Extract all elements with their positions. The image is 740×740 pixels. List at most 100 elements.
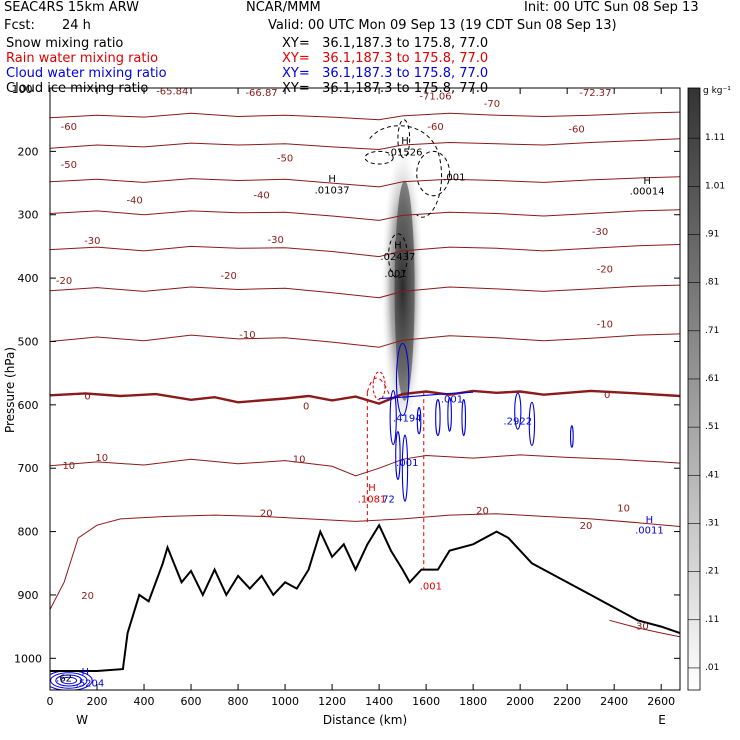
- field-annotation: .1081: [358, 495, 387, 506]
- cloud-water-contour: [447, 396, 452, 432]
- field-annotation: .001: [396, 458, 418, 469]
- contour-label: -10: [239, 330, 255, 341]
- y-tick-label: 900: [18, 589, 39, 602]
- y-tick-label: 600: [18, 399, 39, 412]
- contour-label: -50: [61, 160, 77, 171]
- contour-label: -20: [597, 265, 613, 276]
- contour-label: 10: [617, 503, 630, 514]
- field-annotation: H: [81, 667, 89, 678]
- field-annotation: .01526: [387, 147, 422, 158]
- field-annotation: .0011: [635, 526, 664, 537]
- field-annotation: H: [401, 136, 409, 147]
- colorbar-label: .31: [705, 518, 719, 528]
- cloud-water-contour: [55, 674, 83, 687]
- cloud-water-contour: [514, 392, 522, 430]
- cloud-water-contour: [60, 676, 78, 685]
- contour-label: 10: [95, 453, 108, 464]
- field-annotation: H: [643, 176, 651, 187]
- x-tick-label: 600: [181, 695, 202, 708]
- contour-label: 20: [260, 509, 273, 520]
- field-snow-xy: XY= 36.1,187.3 to 175.8, 77.0: [282, 36, 489, 51]
- field-annotation: 72: [382, 495, 395, 506]
- model-title: SEAC4RS 15km ARW: [4, 0, 140, 15]
- colorbar-label: .41: [705, 470, 719, 480]
- snow-contour: [397, 119, 411, 159]
- colorbar-label: .51: [705, 422, 719, 432]
- snow-contour: [388, 233, 408, 279]
- cloud-water-contour: [461, 398, 467, 437]
- contour-label: -70: [484, 99, 500, 110]
- temperature-contour: [50, 176, 680, 188]
- contour-label: -60: [61, 122, 77, 133]
- freezing-level-contour: [50, 389, 680, 405]
- contour-label: -71.06: [419, 92, 451, 103]
- field-rain-xy: XY= 36.1,187.3 to 175.8, 77.0: [282, 51, 489, 66]
- y-tick-label: 400: [18, 272, 39, 285]
- terrain-line: [50, 523, 680, 672]
- x-tick-label: 1400: [365, 695, 393, 708]
- forecast-hour: 24 h: [62, 18, 91, 33]
- colorbar-label: .91: [705, 229, 719, 239]
- contour-label: 0: [84, 391, 90, 402]
- field-cloud-water-xy: XY= 36.1,187.3 to 175.8, 77.0: [282, 66, 489, 81]
- field-annotation: H: [368, 483, 376, 494]
- y-axis-title: Pressure (hPa): [3, 347, 17, 433]
- contour-label: -20: [220, 271, 236, 282]
- temperature-contour: [50, 138, 680, 151]
- forecast-label: Fcst:: [4, 18, 35, 33]
- field-annotation: .4194: [393, 414, 422, 425]
- temperature-contour: [50, 111, 680, 121]
- x-tick-label: 1200: [318, 695, 346, 708]
- colorbar: [687, 87, 701, 691]
- field-annotation: .001: [53, 692, 75, 703]
- contour-label: 10: [293, 455, 306, 466]
- cloud-water-contour: [416, 406, 422, 435]
- field-snow-name: Snow mixing ratio: [6, 36, 124, 51]
- cloud-water-contour: [50, 672, 88, 689]
- contour-label: -50: [277, 154, 293, 165]
- x-tick-label: 1800: [459, 695, 487, 708]
- contour-label: -40: [253, 190, 269, 201]
- contour-label: -30: [84, 236, 100, 247]
- x-axis-west-label: W: [76, 713, 88, 727]
- temperature-contour: [50, 284, 680, 299]
- contour-label: -10: [597, 320, 613, 331]
- contour-label: -66.87: [245, 88, 277, 99]
- contour-label: 0: [604, 390, 610, 401]
- cloud-water-contour: [395, 430, 401, 481]
- valid-time: Valid: 00 UTC Mon 09 Sep 13 (19 CDT Sun …: [268, 18, 617, 33]
- field-rain-name: Rain water mixing ratio: [6, 51, 159, 66]
- x-tick-label: 1600: [412, 695, 440, 708]
- y-tick-label: 1000: [14, 652, 42, 665]
- x-tick-label: 800: [228, 695, 249, 708]
- contour-label: -40: [126, 196, 142, 207]
- colorbar-label: .71: [705, 326, 719, 336]
- field-annotation: .5204: [76, 678, 105, 689]
- x-tick-label: 1000: [271, 695, 299, 708]
- y-tick-label: 700: [18, 462, 39, 475]
- field-annotation: .001: [384, 269, 406, 280]
- field-annotation: .001: [441, 395, 463, 406]
- cloud-water-contour: [389, 389, 397, 446]
- cloud-water-contour: [569, 425, 574, 448]
- x-tick-label: 200: [87, 695, 108, 708]
- y-tick-label: 200: [18, 145, 39, 158]
- temperature-contour: [50, 209, 680, 221]
- x-tick-label: 2400: [600, 695, 628, 708]
- colorbar-unit: g kg⁻¹: [703, 86, 731, 96]
- x-axis-title: Distance (km): [323, 713, 407, 727]
- init-time: Init: 00 UTC Sun 08 Sep 13: [524, 0, 699, 15]
- cloud-water-contour: [401, 434, 409, 502]
- field-annotation: H: [394, 241, 402, 252]
- y-tick-label: 300: [18, 209, 39, 222]
- x-tick-label: 2600: [647, 695, 675, 708]
- colorbar-label: 1.11: [705, 133, 725, 143]
- y-axis-top-label: 100: [12, 83, 33, 96]
- x-axis-east-label: E: [658, 713, 666, 727]
- colorbar-label: .81: [705, 278, 719, 288]
- contour-label: -72.37: [579, 88, 611, 99]
- colorbar-label: .11: [705, 615, 719, 625]
- x-tick-label: 2000: [506, 695, 534, 708]
- contour-label: 0: [303, 401, 309, 412]
